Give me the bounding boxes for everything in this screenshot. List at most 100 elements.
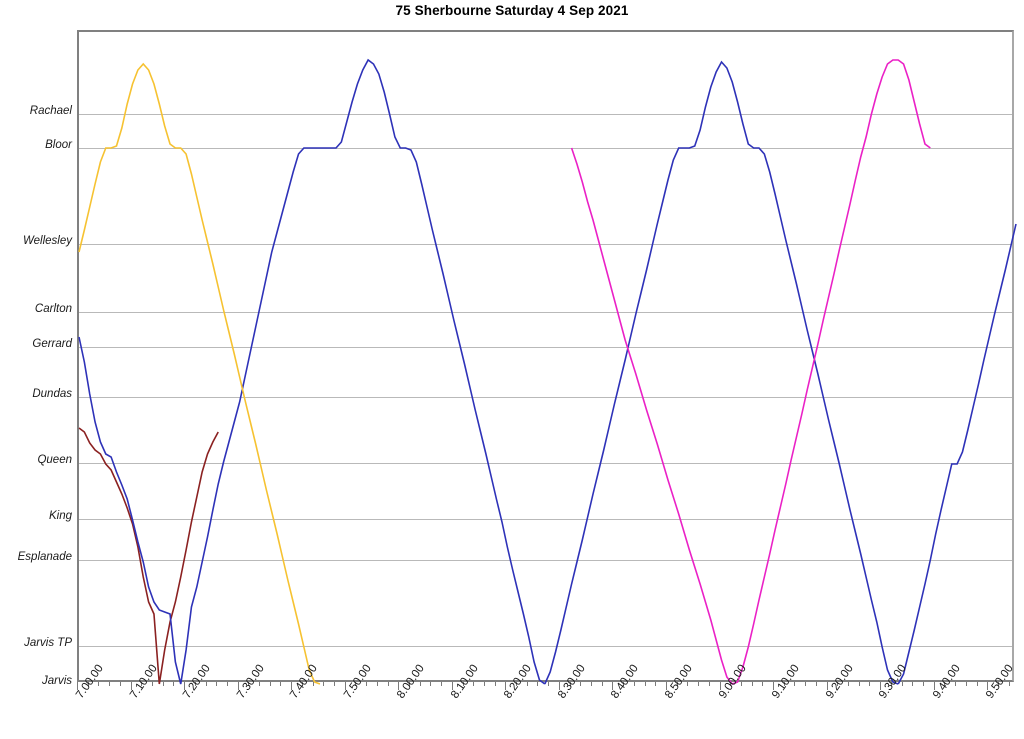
x-axis-label-7-20-00: 7.20.00 <box>181 662 213 701</box>
x-axis-major-tick <box>773 682 775 690</box>
x-axis-minor-tick <box>109 682 111 686</box>
x-axis-minor-tick <box>976 682 978 686</box>
x-axis-minor-tick <box>387 682 389 686</box>
x-axis-major-tick <box>184 682 186 690</box>
x-axis-minor-tick <box>815 682 817 686</box>
x-axis-minor-tick <box>601 682 603 686</box>
y-axis-label-carlton: Carlton <box>34 303 72 315</box>
x-axis-minor-tick <box>141 682 143 686</box>
gridline-jarvis-tp <box>79 646 1012 647</box>
x-axis-minor-tick <box>430 682 432 686</box>
x-axis-major-tick <box>344 682 346 690</box>
x-axis-major-tick <box>291 682 293 690</box>
x-axis-minor-tick <box>837 682 839 686</box>
x-axis-minor-tick <box>633 682 635 686</box>
page-title: 75 Sherbourne Saturday 4 Sep 2021 <box>395 3 629 18</box>
x-axis-minor-tick <box>569 682 571 686</box>
x-axis-major-tick <box>237 682 239 690</box>
x-axis-label-9-20-00: 9.20.00 <box>823 662 856 701</box>
trajectory-vehicle-blue-3 <box>897 223 1017 685</box>
x-axis-label-7-40-00: 7.40.00 <box>288 662 320 701</box>
x-axis-minor-tick <box>462 682 464 686</box>
y-axis-label-bloor: Bloor <box>45 139 72 151</box>
trajectory-vehicle-orange <box>78 62 321 685</box>
x-axis-major-tick <box>398 682 400 690</box>
x-axis-major-tick <box>719 682 721 690</box>
x-axis-minor-tick <box>312 682 314 686</box>
gridline-rachael <box>79 114 1012 115</box>
x-axis-minor-tick <box>890 682 892 686</box>
x-axis-minor-tick <box>1008 682 1010 686</box>
x-axis-minor-tick <box>408 682 410 686</box>
gridline-bloor <box>79 148 1012 149</box>
y-axis-label-esplanade: Esplanade <box>17 551 72 563</box>
x-axis-minor-tick <box>922 682 924 686</box>
x-axis-minor-tick <box>783 682 785 686</box>
x-axis-minor-tick <box>494 682 496 686</box>
x-axis-label-7-50-00: 7.50.00 <box>341 662 374 701</box>
gridline-queen <box>79 463 1012 464</box>
y-axis-label-king: King <box>48 510 72 522</box>
x-axis-label-7-10-00: 7.10.00 <box>127 662 160 701</box>
x-axis-minor-tick <box>516 682 518 686</box>
x-axis-minor-tick <box>655 682 657 686</box>
y-axis-label-rachael: Rachael <box>29 105 72 117</box>
x-axis-minor-tick <box>869 682 871 686</box>
x-axis-minor-tick <box>526 682 528 686</box>
x-axis-minor-tick <box>366 682 368 686</box>
x-axis-major-tick <box>612 682 614 690</box>
x-axis-label-9-30-00: 9.30.00 <box>877 662 909 701</box>
y-axis-label-jarvis: Jarvis <box>41 675 72 687</box>
x-axis-minor-tick <box>740 682 742 686</box>
x-axis-minor-tick <box>376 682 378 686</box>
gridline-carlton <box>79 312 1012 313</box>
x-axis-minor-tick <box>483 682 485 686</box>
trajectory-vehicle-blue-2 <box>544 60 899 685</box>
x-axis-major-tick <box>77 682 78 690</box>
gridline-king <box>79 519 1012 520</box>
x-axis-minor-tick <box>762 682 764 686</box>
x-axis-major-tick <box>987 682 989 690</box>
x-axis-label-8-10-00: 8.10.00 <box>448 662 481 701</box>
x-axis-major-tick <box>880 682 882 690</box>
x-axis-major-tick <box>665 682 667 690</box>
trajectory-vehicle-magenta <box>570 59 931 685</box>
gridline-esplanade <box>79 560 1012 561</box>
x-axis-minor-tick <box>591 682 592 686</box>
x-axis-minor-tick <box>248 682 250 686</box>
x-axis-minor-tick <box>580 682 582 686</box>
x-axis-minor-tick <box>687 682 689 686</box>
gridline-wellesley <box>79 244 1012 245</box>
x-axis-major-tick <box>505 682 507 690</box>
x-axis-minor-tick <box>794 682 796 686</box>
x-axis-minor-tick <box>173 682 175 686</box>
x-axis-minor-tick <box>419 682 421 686</box>
x-axis-label-9-50-00: 9.50.00 <box>984 662 1017 701</box>
x-axis-label-7-00-00: 7.00.00 <box>74 662 106 701</box>
x-axis-label-9-40-00: 9.40.00 <box>930 662 963 701</box>
gridline-gerrard <box>79 347 1012 348</box>
x-axis-label-8-20-00: 8.20.00 <box>502 662 535 701</box>
y-axis-label-dundas: Dundas <box>32 388 72 400</box>
x-axis-minor-tick <box>473 682 475 686</box>
y-axis-label-jarvis-tp: Jarvis TP <box>24 637 72 649</box>
x-axis-minor-tick <box>708 682 710 686</box>
x-axis-minor-tick <box>912 682 914 686</box>
x-axis-minor-tick <box>269 682 271 686</box>
x-axis-minor-tick <box>98 682 100 686</box>
x-axis-minor-tick <box>537 682 539 686</box>
x-axis-minor-tick <box>355 682 357 686</box>
x-axis-minor-tick <box>997 682 999 686</box>
trajectory-vehicle-blue-1 <box>78 58 546 685</box>
x-axis-minor-tick <box>441 682 443 686</box>
x-axis-label-8-40-00: 8.40.00 <box>609 662 642 701</box>
x-axis-minor-tick <box>901 682 903 686</box>
y-axis-label-gerrard: Gerrard <box>32 338 72 350</box>
x-axis-label-8-30-00: 8.30.00 <box>555 662 588 701</box>
x-axis-major-tick <box>130 682 132 690</box>
x-axis-minor-tick <box>87 682 89 686</box>
x-axis-minor-tick <box>858 682 860 686</box>
x-axis-minor-tick <box>751 682 753 686</box>
